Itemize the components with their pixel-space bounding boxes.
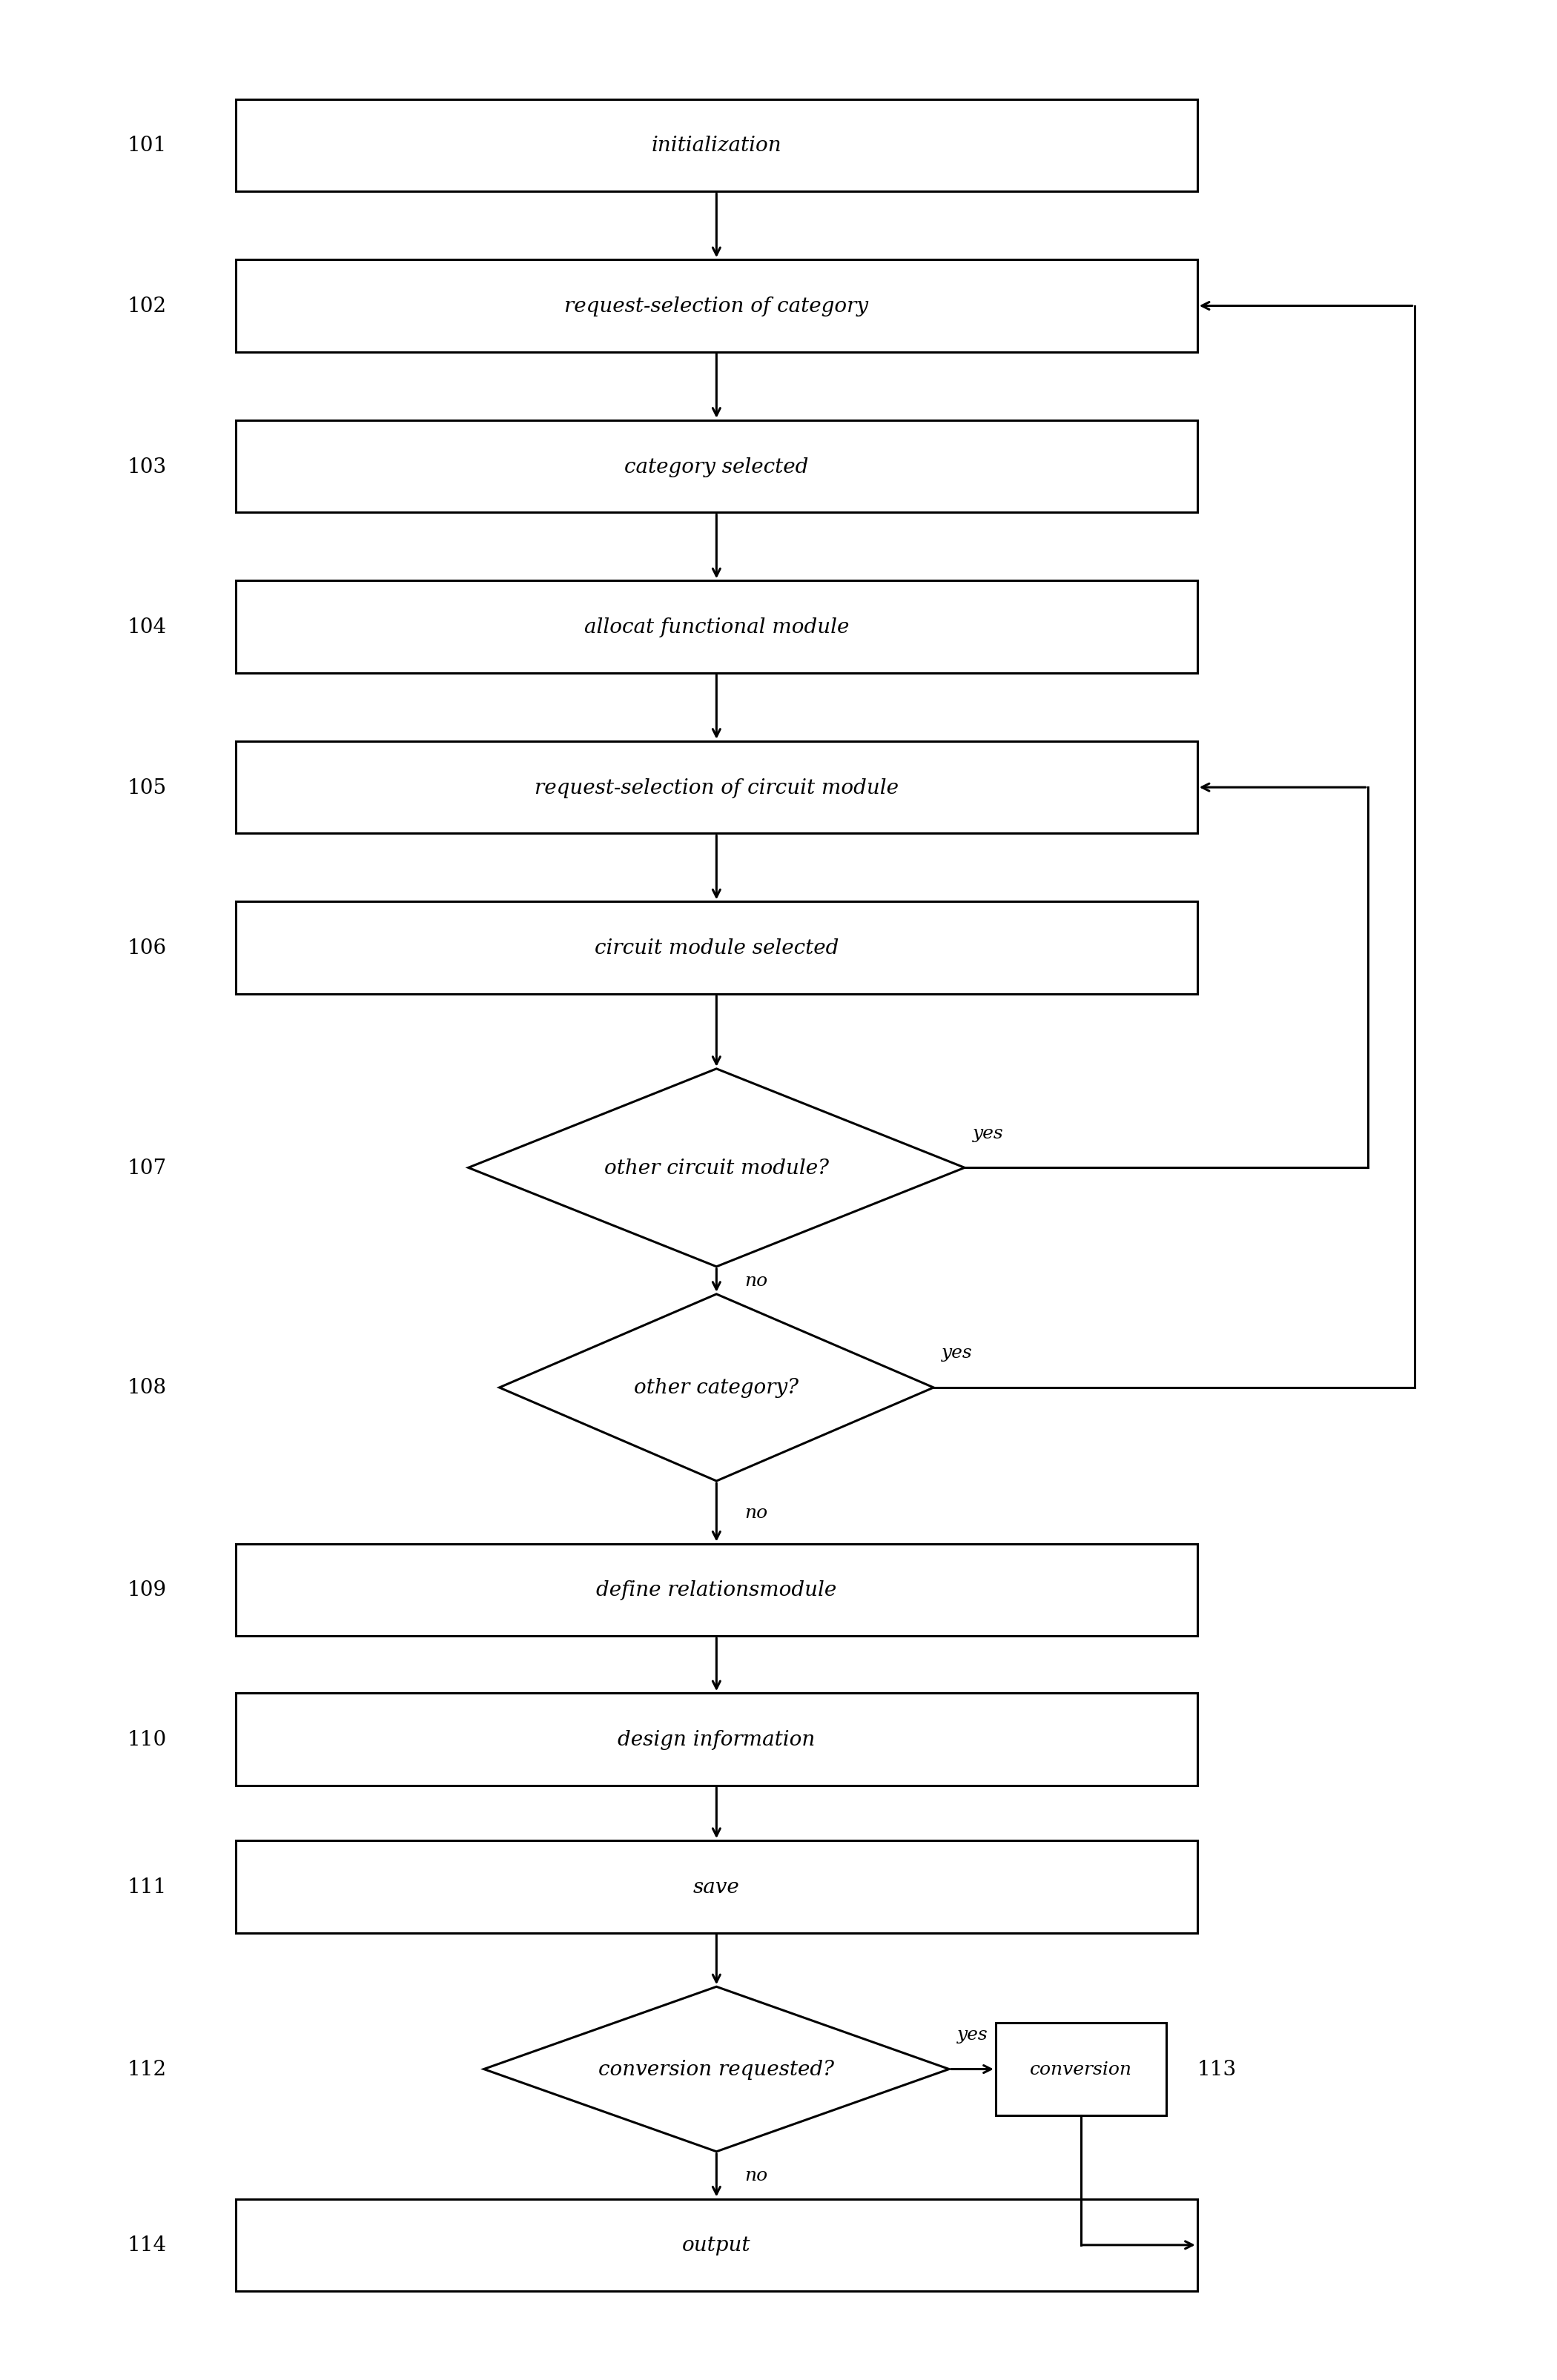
Text: circuit module selected: circuit module selected — [595, 938, 839, 959]
Text: save: save — [693, 1878, 740, 1897]
Text: request-selection of category: request-selection of category — [565, 298, 869, 317]
FancyBboxPatch shape — [235, 1545, 1197, 1635]
FancyBboxPatch shape — [235, 1692, 1197, 1785]
Text: initialization: initialization — [651, 136, 782, 157]
Text: 103: 103 — [128, 457, 167, 476]
Text: other circuit module?: other circuit module? — [604, 1159, 828, 1178]
FancyBboxPatch shape — [235, 100, 1197, 193]
Polygon shape — [469, 1069, 965, 1266]
Text: 104: 104 — [128, 616, 167, 638]
Text: 101: 101 — [128, 136, 167, 157]
Text: other category?: other category? — [634, 1378, 799, 1397]
Text: 109: 109 — [128, 1580, 167, 1599]
Text: yes: yes — [973, 1126, 1003, 1142]
Text: 102: 102 — [128, 298, 167, 317]
Text: 106: 106 — [128, 938, 167, 959]
Text: design information: design information — [618, 1730, 816, 1749]
Text: no: no — [744, 1504, 768, 1521]
Text: 111: 111 — [128, 1878, 167, 1897]
FancyBboxPatch shape — [235, 2199, 1197, 2292]
Text: allocat functional module: allocat functional module — [584, 616, 849, 638]
Text: conversion requested?: conversion requested? — [598, 2059, 835, 2080]
FancyBboxPatch shape — [995, 2023, 1166, 2116]
Text: define relationsmodule: define relationsmodule — [596, 1580, 836, 1599]
Text: yes: yes — [958, 2025, 987, 2042]
Text: 112: 112 — [128, 2059, 167, 2080]
Text: output: output — [682, 2235, 750, 2254]
FancyBboxPatch shape — [235, 259, 1197, 352]
Polygon shape — [500, 1295, 934, 1480]
Text: request-selection of circuit module: request-selection of circuit module — [534, 778, 898, 797]
Text: no: no — [744, 1273, 768, 1290]
FancyBboxPatch shape — [235, 743, 1197, 833]
Text: 108: 108 — [128, 1378, 167, 1397]
FancyBboxPatch shape — [235, 421, 1197, 514]
Text: 110: 110 — [128, 1730, 167, 1749]
Text: yes: yes — [942, 1345, 972, 1361]
FancyBboxPatch shape — [235, 581, 1197, 674]
Text: 107: 107 — [128, 1159, 167, 1178]
FancyBboxPatch shape — [235, 1840, 1197, 1933]
Text: no: no — [744, 2166, 768, 2185]
Text: category selected: category selected — [624, 457, 808, 476]
Text: 114: 114 — [128, 2235, 167, 2254]
Text: 113: 113 — [1197, 2059, 1236, 2080]
Text: 105: 105 — [128, 778, 167, 797]
Text: conversion: conversion — [1029, 2061, 1132, 2078]
FancyBboxPatch shape — [235, 902, 1197, 995]
Polygon shape — [484, 1987, 950, 2152]
